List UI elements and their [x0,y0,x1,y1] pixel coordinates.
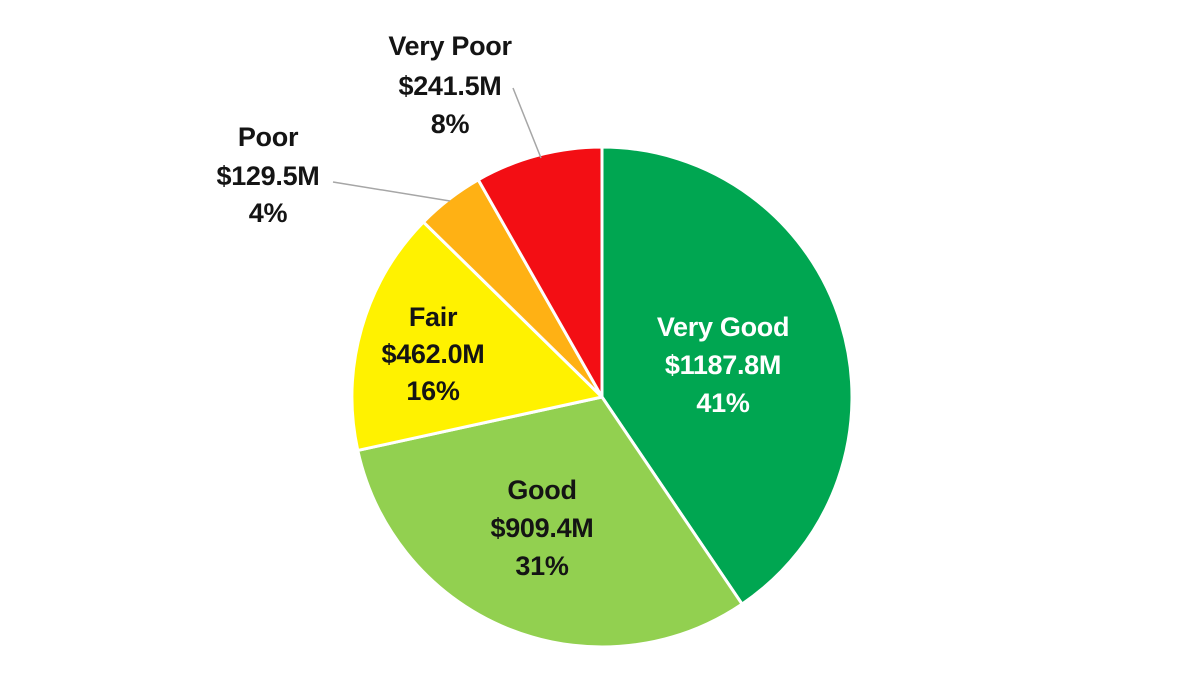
slice-value-label: $909.4M [491,513,594,543]
pie-slice-good[interactable] [356,395,744,649]
data-label-very-poor: Very Poor $241.5M 8% [388,31,512,139]
slice-name-label: Poor [238,122,299,152]
slice-percent-label: 31% [515,551,568,581]
slice-name-label: Very Poor [388,31,512,61]
slice-percent-label: 41% [696,388,749,418]
slice-name-label: Good [507,475,576,505]
slice-value-label: $241.5M [399,71,502,101]
leader-line-poor [332,181,451,202]
slice-percent-label: 4% [249,198,288,228]
slice-percent-label: 8% [431,109,470,139]
data-label-good: Good $909.4M 31% [491,475,594,581]
leader-line-very-poor [512,87,542,159]
pie-slice-very-good[interactable] [600,145,854,606]
slice-name-label: Very Good [657,312,789,342]
slice-value-label: $129.5M [217,161,320,191]
slice-name-label: Fair [409,302,458,332]
pie-slice-very-poor[interactable] [476,145,604,399]
slice-value-label: $1187.8M [665,350,781,380]
pie-slice-fair[interactable] [350,220,604,452]
slice-value-label: $462.0M [382,339,485,369]
slice-percent-label: 16% [406,376,459,406]
data-label-fair: Fair $462.0M 16% [382,302,485,406]
data-label-poor: Poor $129.5M 4% [217,122,320,228]
data-label-very-good: Very Good $1187.8M 41% [657,312,790,418]
